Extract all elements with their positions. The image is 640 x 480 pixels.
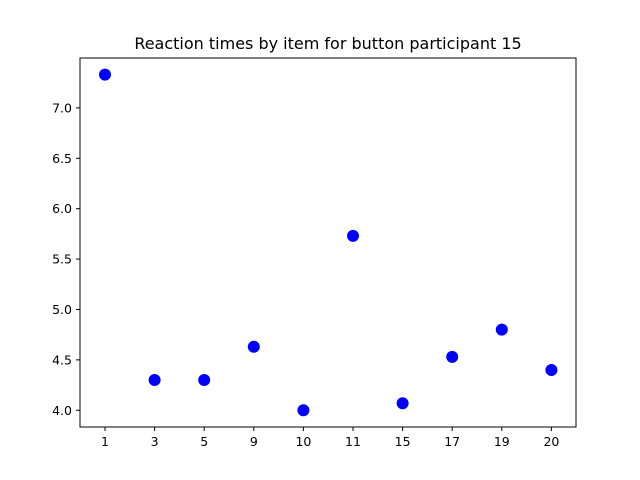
y-axis: 4.0 4.5 5.0 5.5 6.0 6.5 7.0	[52, 100, 80, 418]
data-point	[297, 404, 310, 417]
x-tick-label: 20	[543, 434, 559, 449]
x-tick-label: 9	[250, 434, 258, 449]
x-axis: 1 3 5 9 10 11 15 17 19 20	[101, 427, 559, 449]
y-tick-label: 7.0	[52, 100, 72, 115]
y-tick-label: 4.5	[52, 352, 72, 367]
y-tick-label: 6.5	[52, 151, 72, 166]
data-point	[446, 350, 459, 363]
data-point	[99, 68, 111, 81]
data-point	[148, 374, 161, 387]
y-tick-label: 5.5	[52, 252, 72, 267]
data-point	[198, 374, 211, 387]
data-point	[545, 363, 558, 376]
x-tick-label: 11	[345, 434, 361, 449]
x-tick-label: 1	[101, 434, 109, 449]
y-tick-label: 6.0	[52, 201, 72, 216]
data-point	[396, 397, 409, 410]
x-tick-label: 10	[295, 434, 311, 449]
chart-title: Reaction times by item for button partic…	[134, 34, 521, 53]
plot-area	[79, 57, 577, 428]
x-tick-label: 5	[200, 434, 208, 449]
data-point	[247, 340, 260, 353]
x-tick-label: 17	[444, 434, 460, 449]
data-point	[495, 323, 508, 336]
x-tick-label: 15	[395, 434, 411, 449]
y-tick-label: 4.0	[52, 403, 72, 418]
y-tick-label: 5.0	[52, 302, 72, 317]
data-point	[347, 229, 359, 242]
x-tick-label: 3	[151, 434, 159, 449]
x-tick-label: 19	[494, 434, 510, 449]
data-points	[99, 68, 558, 417]
